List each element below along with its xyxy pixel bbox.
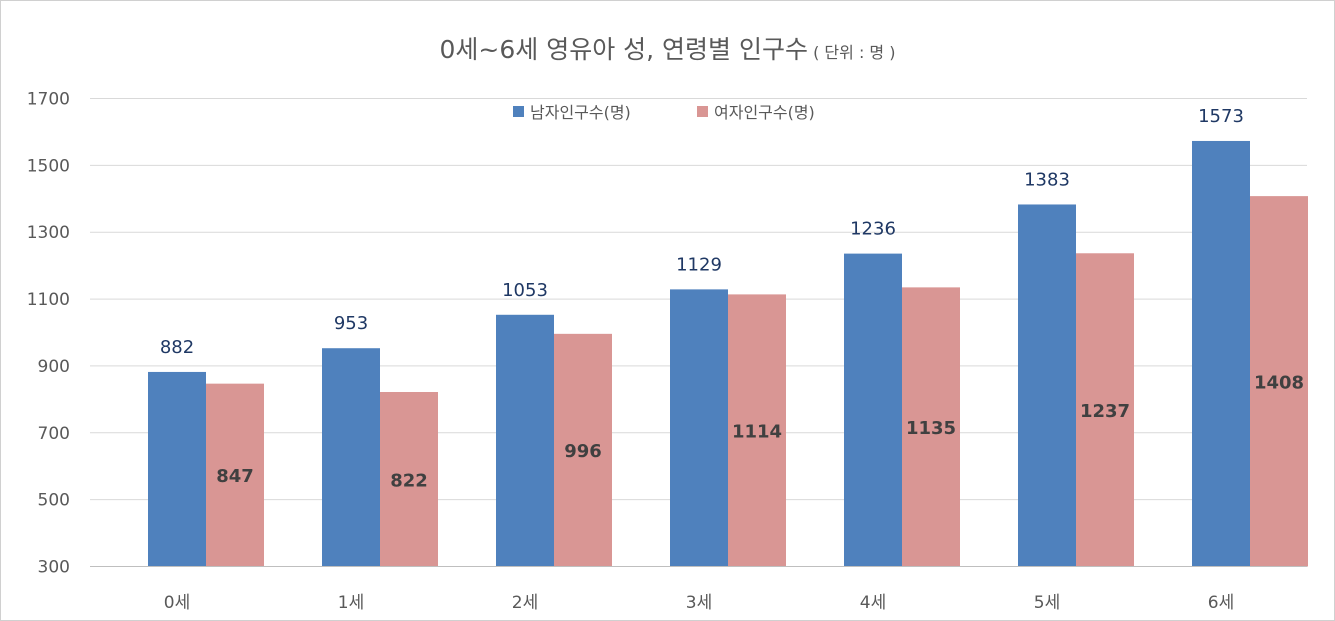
data-label-female: 1237 [1080, 401, 1130, 422]
data-label-female: 1114 [732, 421, 782, 442]
data-label-male: 1129 [676, 254, 722, 275]
bar-female [902, 287, 960, 567]
data-label-female: 1135 [906, 418, 956, 439]
legend-swatch [513, 106, 524, 117]
data-label-male: 882 [160, 337, 194, 358]
bar-female [1076, 253, 1134, 567]
bar-female [1250, 196, 1308, 567]
x-tick-label: 6세 [1208, 593, 1234, 613]
data-label-male: 1573 [1198, 106, 1244, 127]
y-tick-label: 1100 [27, 290, 70, 310]
x-tick-label: 3세 [686, 593, 712, 613]
bar-male [844, 253, 902, 567]
bar-male [322, 348, 380, 567]
y-tick-label: 1500 [27, 156, 70, 176]
legend-label: 여자인구수(명) [714, 103, 815, 122]
x-tick-label: 0세 [164, 593, 190, 613]
bar-male [1018, 204, 1076, 567]
y-tick-label: 900 [38, 357, 70, 377]
bar-male [1192, 140, 1250, 567]
data-label-female: 847 [216, 466, 254, 487]
x-tick-label: 5세 [1034, 593, 1060, 613]
data-label-male: 1053 [502, 280, 548, 301]
legend-swatch [697, 106, 708, 117]
x-tick-label: 2세 [512, 593, 538, 613]
data-label-female: 996 [564, 441, 602, 462]
data-label-male: 1236 [850, 219, 896, 240]
bar-male [148, 371, 206, 567]
data-label-female: 1408 [1254, 372, 1304, 393]
data-label-male: 953 [334, 313, 368, 334]
bar-female [554, 333, 612, 567]
y-tick-label: 1300 [27, 223, 70, 243]
data-label-female: 822 [390, 470, 428, 491]
legend-label: 남자인구수(명) [530, 103, 631, 122]
chart-unit-note: ( 단위 : 명 ) [813, 43, 896, 62]
y-tick-label: 300 [38, 558, 70, 578]
x-tick-label: 1세 [338, 593, 364, 613]
x-tick-label: 4세 [860, 593, 886, 613]
chart-title: 0세~6세 영유아 성, 연령별 인구수 [439, 35, 809, 64]
bar-female [206, 383, 264, 567]
bar-female [380, 392, 438, 567]
bar-male [496, 314, 554, 567]
y-tick-label: 700 [38, 424, 70, 444]
bar-male [670, 289, 728, 567]
bar-female [728, 294, 786, 567]
data-label-male: 1383 [1024, 169, 1070, 190]
y-tick-label: 500 [38, 491, 70, 511]
chart-title-block: 0세~6세 영유아 성, 연령별 인구수 ( 단위 : 명 ) [0, 30, 1335, 66]
y-tick-label: 1700 [27, 90, 70, 110]
